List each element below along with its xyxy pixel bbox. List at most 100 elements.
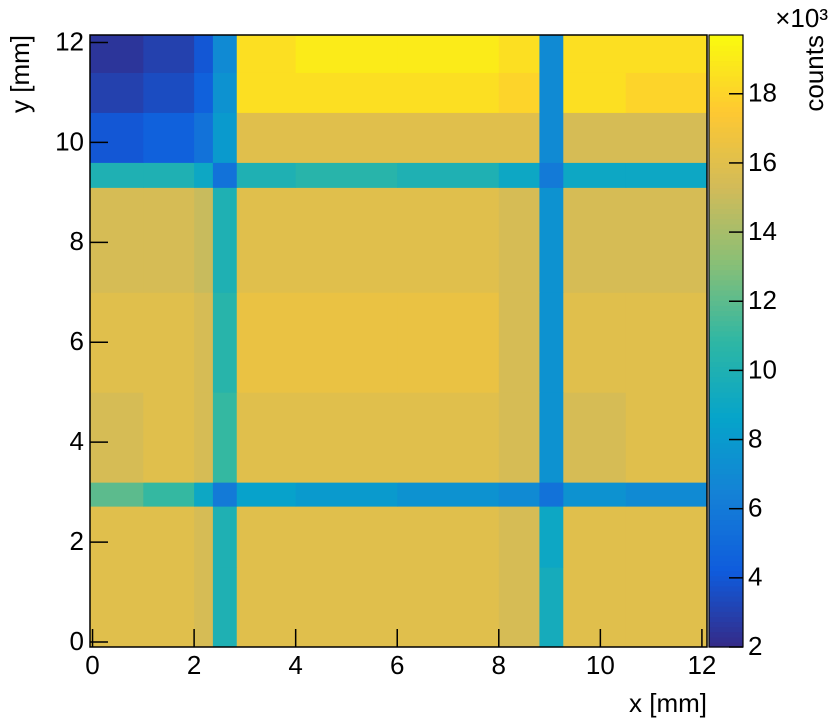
heat-cell — [236, 112, 297, 163]
heat-cell — [212, 72, 238, 113]
heat-cell — [498, 162, 540, 188]
heat-cell — [563, 482, 627, 507]
heat-cell — [194, 392, 214, 483]
heat-cell — [143, 187, 195, 293]
heat-cell — [194, 162, 214, 188]
heat-cell — [563, 567, 627, 648]
heat-cell — [143, 72, 195, 113]
heat-cell — [295, 72, 398, 113]
heat-cell — [539, 392, 564, 483]
heat-cell — [625, 162, 708, 188]
heat-cell — [194, 72, 214, 113]
x-axis-title: x [mm] — [629, 688, 707, 718]
heat-cell — [397, 506, 500, 568]
heat-cell — [498, 506, 540, 568]
heat-cell — [625, 35, 708, 73]
heat-cell — [194, 187, 214, 293]
y-axis-title: y [mm] — [5, 35, 35, 113]
heat-cell — [143, 35, 195, 73]
heat-cell — [295, 506, 398, 568]
heat-cell — [625, 112, 708, 163]
heat-cell — [625, 567, 708, 648]
heat-cell — [539, 482, 564, 507]
heat-cell — [236, 187, 297, 293]
heat-cell — [625, 292, 708, 393]
z-tick-label: 6 — [748, 493, 762, 523]
heat-cell — [498, 482, 540, 507]
heat-cell — [397, 482, 500, 507]
heat-cell — [143, 112, 195, 163]
heat-cell — [397, 162, 500, 188]
heat-cell — [539, 112, 564, 163]
heat-cell — [212, 292, 238, 393]
plot-frame — [89, 34, 708, 648]
heat-cell — [212, 567, 238, 648]
heat-cell — [563, 392, 627, 483]
heat-cell — [539, 72, 564, 113]
heat-cell — [236, 567, 297, 648]
heat-cell — [295, 392, 398, 483]
heat-cell — [498, 292, 540, 393]
heat-cell — [212, 392, 238, 483]
heat-cell — [539, 187, 564, 293]
z-tick-label: 12 — [748, 285, 777, 315]
z-tick-label: 2 — [748, 631, 762, 661]
heat-cell — [212, 506, 238, 568]
heat-cell — [212, 482, 238, 507]
heat-cell — [194, 112, 214, 163]
heat-cell — [90, 506, 144, 568]
heat-cell — [539, 292, 564, 393]
y-tick-label: 10 — [55, 126, 84, 156]
heat-cell — [143, 292, 195, 393]
heat-cell — [236, 162, 297, 188]
heatmap — [90, 35, 708, 648]
heat-cell — [143, 482, 195, 507]
heat-cell — [625, 187, 708, 293]
heat-cell — [194, 292, 214, 393]
x-tick-label: 0 — [85, 650, 99, 680]
heat-cell — [498, 187, 540, 293]
heat-cell — [397, 187, 500, 293]
heat-cell — [90, 35, 144, 73]
heat-cell — [498, 72, 540, 113]
heat-cell — [194, 35, 214, 73]
heat-cell — [143, 392, 195, 483]
heat-cell — [539, 35, 564, 73]
z-tick-label: 16 — [748, 147, 777, 177]
heat-cell — [295, 292, 398, 393]
heat-cell — [397, 112, 500, 163]
heat-cell — [90, 112, 144, 163]
heat-cell — [236, 482, 297, 507]
x-tick-label: 8 — [492, 650, 506, 680]
y-tick-label: 0 — [70, 626, 84, 656]
y-tick-label: 8 — [70, 226, 84, 256]
z-tick-label: 14 — [748, 216, 777, 246]
heat-cell — [563, 72, 627, 113]
heat-cell — [143, 162, 195, 188]
y-tick-label: 2 — [70, 526, 84, 556]
y-tick-label: 4 — [70, 426, 84, 456]
heat-cell — [90, 72, 144, 113]
z-tick-label: 10 — [748, 354, 777, 384]
heat-cell — [236, 72, 297, 113]
heat-cell — [498, 567, 540, 648]
heat-cell — [625, 482, 708, 507]
heat-cell — [295, 35, 398, 73]
heat-cell — [498, 392, 540, 483]
heat-cell — [563, 292, 627, 393]
x-tick-label: 10 — [586, 650, 615, 680]
heat-cell — [397, 392, 500, 483]
y-tick-label: 6 — [70, 326, 84, 356]
heat-cell — [295, 482, 398, 507]
heat-cell — [90, 482, 144, 507]
heat-cell — [236, 35, 297, 73]
heat-cell — [563, 506, 627, 568]
heat-cell — [397, 72, 500, 113]
heat-cell — [236, 506, 297, 568]
heat-cell — [397, 292, 500, 393]
z-tick-label: 18 — [748, 78, 777, 108]
heat-cell — [143, 567, 195, 648]
heat-cell — [212, 162, 238, 188]
heat-cell — [90, 187, 144, 293]
heat-cell — [236, 292, 297, 393]
